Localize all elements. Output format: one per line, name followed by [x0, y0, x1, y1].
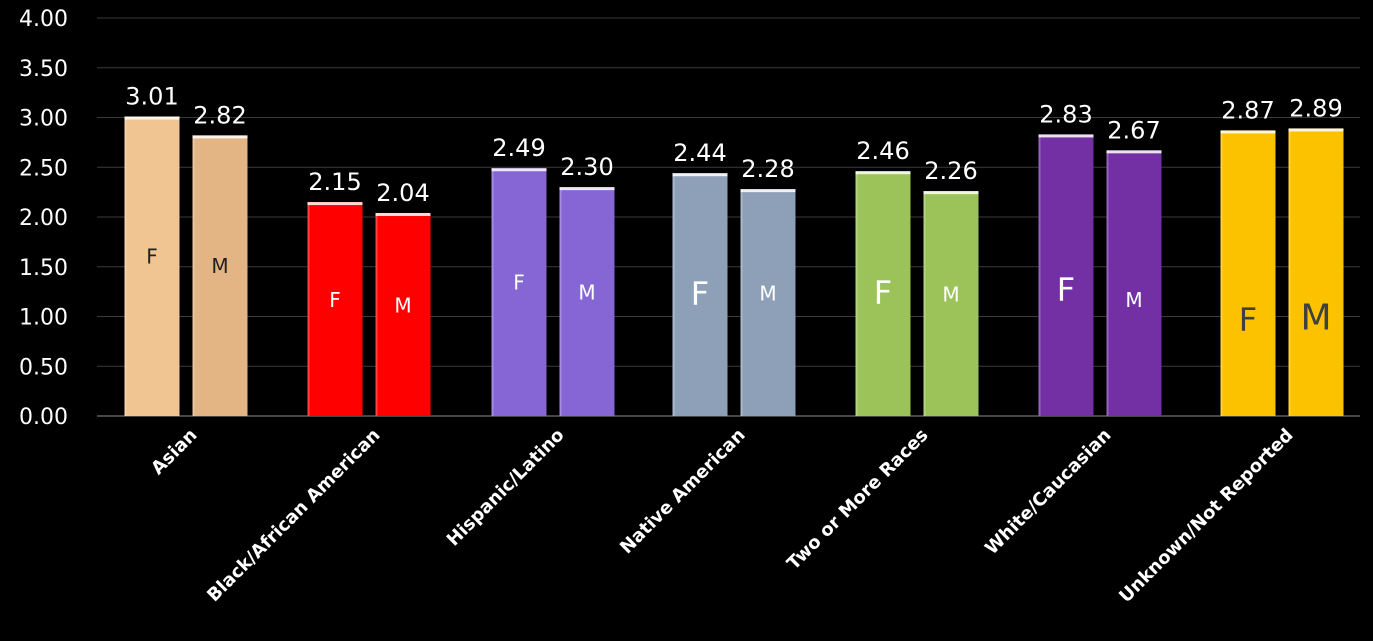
bar-letter-f: F	[691, 274, 709, 312]
bar-edge	[1220, 130, 1223, 416]
bar-top-highlight	[375, 213, 431, 217]
category-label: White/Caucasian	[981, 425, 1115, 559]
value-label: 2.04	[376, 179, 429, 207]
bar-edge	[855, 171, 858, 416]
category-label: Unknown/Not Reported	[1115, 425, 1297, 607]
y-tick-label: 2.50	[19, 156, 68, 181]
bar-male	[192, 135, 248, 416]
bar-female	[491, 168, 547, 416]
value-label: 2.30	[560, 153, 613, 181]
bar-edge	[923, 191, 926, 416]
bar-female	[1038, 134, 1094, 417]
value-label: 2.67	[1107, 116, 1160, 144]
bar-top-highlight	[672, 173, 728, 177]
y-tick-label: 2.00	[19, 206, 68, 231]
bar-female	[672, 173, 728, 416]
bar-top-highlight	[491, 168, 547, 172]
bar-top-highlight	[1288, 128, 1344, 132]
bar-letter-f: F	[513, 271, 525, 295]
bar-edge	[1106, 150, 1109, 416]
y-tick-label: 0.50	[19, 355, 68, 380]
bar-edge	[491, 168, 494, 416]
bar-top-highlight	[124, 116, 180, 120]
bar-letter-m: M	[394, 293, 411, 317]
category-label: Native American	[616, 425, 749, 558]
bars: 3.01 F 2.82 M 2.15 F 2.04 M 2.49 F 2.30 M 2.44 F 2.28 M…	[124, 83, 1344, 417]
value-label: 2.28	[741, 155, 794, 183]
bar-male	[1106, 150, 1162, 416]
value-label: 2.15	[308, 168, 361, 196]
bar-letter-m: M	[211, 254, 228, 278]
bar-letter-f: F	[1057, 271, 1075, 309]
bar-male	[740, 189, 796, 416]
category-label: Hispanic/Latino	[443, 425, 569, 551]
bar-top-highlight	[1038, 134, 1094, 138]
bar-female	[855, 171, 911, 416]
bar-edge	[124, 116, 127, 416]
category-label: Asian	[147, 425, 201, 479]
bar-letter-f: F	[329, 288, 341, 312]
value-label: 3.01	[125, 83, 178, 111]
bar-letter-m: M	[759, 281, 776, 305]
bar-female	[124, 116, 180, 416]
bar-top-highlight	[559, 187, 615, 191]
bar-male	[1288, 128, 1344, 416]
bar-female	[1220, 130, 1276, 416]
bar-female	[307, 202, 363, 416]
bar-top-highlight	[740, 189, 796, 193]
y-tick-label: 3.50	[19, 57, 68, 82]
bar-male	[375, 213, 431, 416]
value-label: 2.46	[856, 137, 909, 165]
bar-male	[559, 187, 615, 416]
value-label: 2.26	[924, 157, 977, 185]
bar-edge	[672, 173, 675, 416]
y-tick-label: 1.50	[19, 256, 68, 281]
value-label: 2.49	[492, 134, 545, 162]
bar-edge	[1038, 134, 1041, 417]
bar-male	[923, 191, 979, 416]
value-label: 2.82	[193, 101, 246, 129]
bar-letter-m: M	[1300, 298, 1331, 339]
bar-top-highlight	[192, 135, 248, 139]
bar-letter-f: F	[1239, 300, 1257, 338]
bar-letter-m: M	[578, 280, 595, 304]
y-axis: 0.00 0.50 1.00 1.50 2.00 2.50 3.00 3.50 4.00	[19, 7, 68, 430]
gridlines	[97, 17, 1360, 417]
bar-top-highlight	[855, 171, 911, 175]
value-label: 2.89	[1289, 94, 1342, 122]
bar-letter-f: F	[874, 273, 892, 311]
y-tick-label: 0.00	[19, 405, 68, 430]
bar-top-highlight	[1106, 150, 1162, 154]
y-tick-label: 1.00	[19, 306, 68, 331]
y-tick-label: 4.00	[19, 7, 68, 32]
value-label: 2.44	[673, 139, 726, 167]
bar-edge	[192, 135, 195, 416]
bar-edge	[559, 187, 562, 416]
x-axis: Asian Black/African American Hispanic/Lati…	[147, 425, 1297, 607]
bar-edge	[740, 189, 743, 416]
bar-top-highlight	[923, 191, 979, 195]
bar-letter-f: F	[146, 244, 158, 268]
value-label: 2.83	[1039, 100, 1092, 128]
bar-top-highlight	[1220, 130, 1276, 134]
bar-top-highlight	[307, 202, 363, 206]
bar-letter-m: M	[942, 282, 959, 306]
bar-edge	[1288, 128, 1291, 416]
value-label: 2.87	[1221, 96, 1274, 124]
bar-letter-m: M	[1125, 288, 1142, 312]
bar-edge	[307, 202, 310, 416]
category-label: Two or More Races	[783, 425, 932, 574]
category-label: Black/African American	[203, 425, 384, 606]
bar-edge	[375, 213, 378, 416]
y-tick-label: 3.00	[19, 107, 68, 132]
